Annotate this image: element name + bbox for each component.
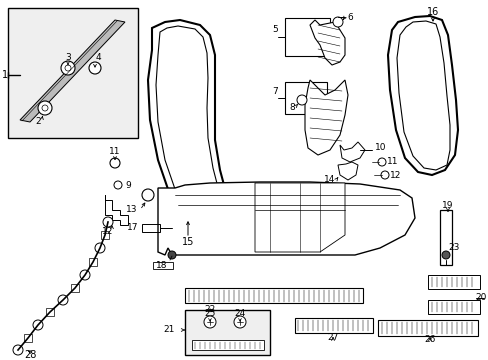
Bar xyxy=(427,275,479,289)
Polygon shape xyxy=(337,162,357,180)
Text: 27: 27 xyxy=(326,333,338,342)
Text: 8: 8 xyxy=(288,104,294,112)
Text: 1: 1 xyxy=(2,70,8,80)
Text: 7: 7 xyxy=(272,87,278,96)
Circle shape xyxy=(42,105,48,111)
Text: 3: 3 xyxy=(65,54,71,63)
Circle shape xyxy=(38,101,52,115)
Text: 11: 11 xyxy=(386,158,398,166)
Text: 21: 21 xyxy=(163,325,175,334)
Text: 5: 5 xyxy=(272,26,278,35)
Circle shape xyxy=(234,316,245,328)
Circle shape xyxy=(61,61,75,75)
Text: 15: 15 xyxy=(182,237,194,247)
Bar xyxy=(285,82,326,114)
Polygon shape xyxy=(387,16,457,175)
Circle shape xyxy=(441,251,449,259)
Bar xyxy=(46,308,54,316)
Circle shape xyxy=(168,251,176,259)
Bar xyxy=(71,284,79,292)
Text: 18: 18 xyxy=(156,261,167,270)
Text: 23: 23 xyxy=(447,243,458,252)
Bar xyxy=(427,300,479,314)
Circle shape xyxy=(13,345,23,355)
Polygon shape xyxy=(396,21,449,170)
Bar xyxy=(285,18,329,56)
Text: 16: 16 xyxy=(426,7,438,17)
Bar xyxy=(153,262,173,269)
Circle shape xyxy=(65,65,71,71)
Polygon shape xyxy=(305,80,347,155)
Circle shape xyxy=(203,316,216,328)
Polygon shape xyxy=(254,183,345,252)
Circle shape xyxy=(114,181,122,189)
Text: 25: 25 xyxy=(204,310,215,319)
Text: 13: 13 xyxy=(126,206,138,215)
Circle shape xyxy=(89,62,101,74)
Text: 24: 24 xyxy=(234,310,245,319)
Bar xyxy=(184,310,269,355)
Circle shape xyxy=(110,158,120,168)
Circle shape xyxy=(103,217,113,227)
Bar xyxy=(439,210,451,265)
Text: 12: 12 xyxy=(389,171,401,180)
Text: 4: 4 xyxy=(95,54,101,63)
Text: 2: 2 xyxy=(35,117,41,126)
Polygon shape xyxy=(148,20,227,228)
Polygon shape xyxy=(156,26,220,220)
Polygon shape xyxy=(158,182,414,255)
Bar xyxy=(89,258,97,266)
Bar xyxy=(24,334,32,342)
Text: 11: 11 xyxy=(109,148,121,157)
Bar xyxy=(377,320,477,336)
Polygon shape xyxy=(339,142,364,162)
Text: 14: 14 xyxy=(324,175,335,184)
Text: 20: 20 xyxy=(475,293,486,302)
Circle shape xyxy=(380,171,388,179)
Circle shape xyxy=(95,243,105,253)
Bar xyxy=(101,231,109,239)
Text: 28: 28 xyxy=(24,350,36,360)
Polygon shape xyxy=(20,20,125,122)
Circle shape xyxy=(296,95,306,105)
Text: 6: 6 xyxy=(346,13,352,22)
Text: 22: 22 xyxy=(204,306,215,315)
Circle shape xyxy=(80,270,90,280)
Polygon shape xyxy=(309,20,345,65)
Bar xyxy=(184,288,362,303)
Text: 12: 12 xyxy=(102,228,113,237)
Circle shape xyxy=(142,189,154,201)
Bar xyxy=(8,8,138,138)
Text: 17: 17 xyxy=(126,224,138,233)
Circle shape xyxy=(33,320,43,330)
Text: 19: 19 xyxy=(441,201,453,210)
Circle shape xyxy=(58,295,68,305)
Text: 9: 9 xyxy=(125,180,131,189)
Circle shape xyxy=(332,17,342,27)
Bar xyxy=(142,224,160,232)
Text: 10: 10 xyxy=(374,144,386,153)
Text: 26: 26 xyxy=(424,336,435,345)
Bar xyxy=(294,318,372,333)
Polygon shape xyxy=(105,195,128,225)
Circle shape xyxy=(377,158,385,166)
Bar xyxy=(192,340,264,350)
